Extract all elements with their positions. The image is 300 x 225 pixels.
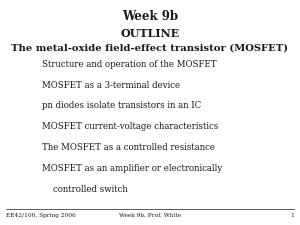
- Text: pn diodes isolate transistors in an IC: pn diodes isolate transistors in an IC: [42, 101, 201, 110]
- Text: OUTLINE: OUTLINE: [120, 28, 180, 39]
- Text: MOSFET current-voltage characteristics: MOSFET current-voltage characteristics: [42, 122, 218, 131]
- Text: Week 9b, Prof. White: Week 9b, Prof. White: [119, 213, 181, 218]
- Text: Structure and operation of the MOSFET: Structure and operation of the MOSFET: [42, 60, 217, 69]
- Text: 1: 1: [290, 213, 294, 218]
- Text: Week 9b: Week 9b: [122, 10, 178, 23]
- Text: EE42/100, Spring 2006: EE42/100, Spring 2006: [6, 213, 76, 218]
- Text: MOSFET as an amplifier or electronically: MOSFET as an amplifier or electronically: [42, 164, 222, 173]
- Text: controlled switch: controlled switch: [42, 185, 128, 194]
- Text: The MOSFET as a controlled resistance: The MOSFET as a controlled resistance: [42, 143, 215, 152]
- Text: The metal-oxide field-effect transistor (MOSFET): The metal-oxide field-effect transistor …: [11, 44, 289, 53]
- Text: MOSFET as a 3-terminal device: MOSFET as a 3-terminal device: [42, 81, 180, 90]
